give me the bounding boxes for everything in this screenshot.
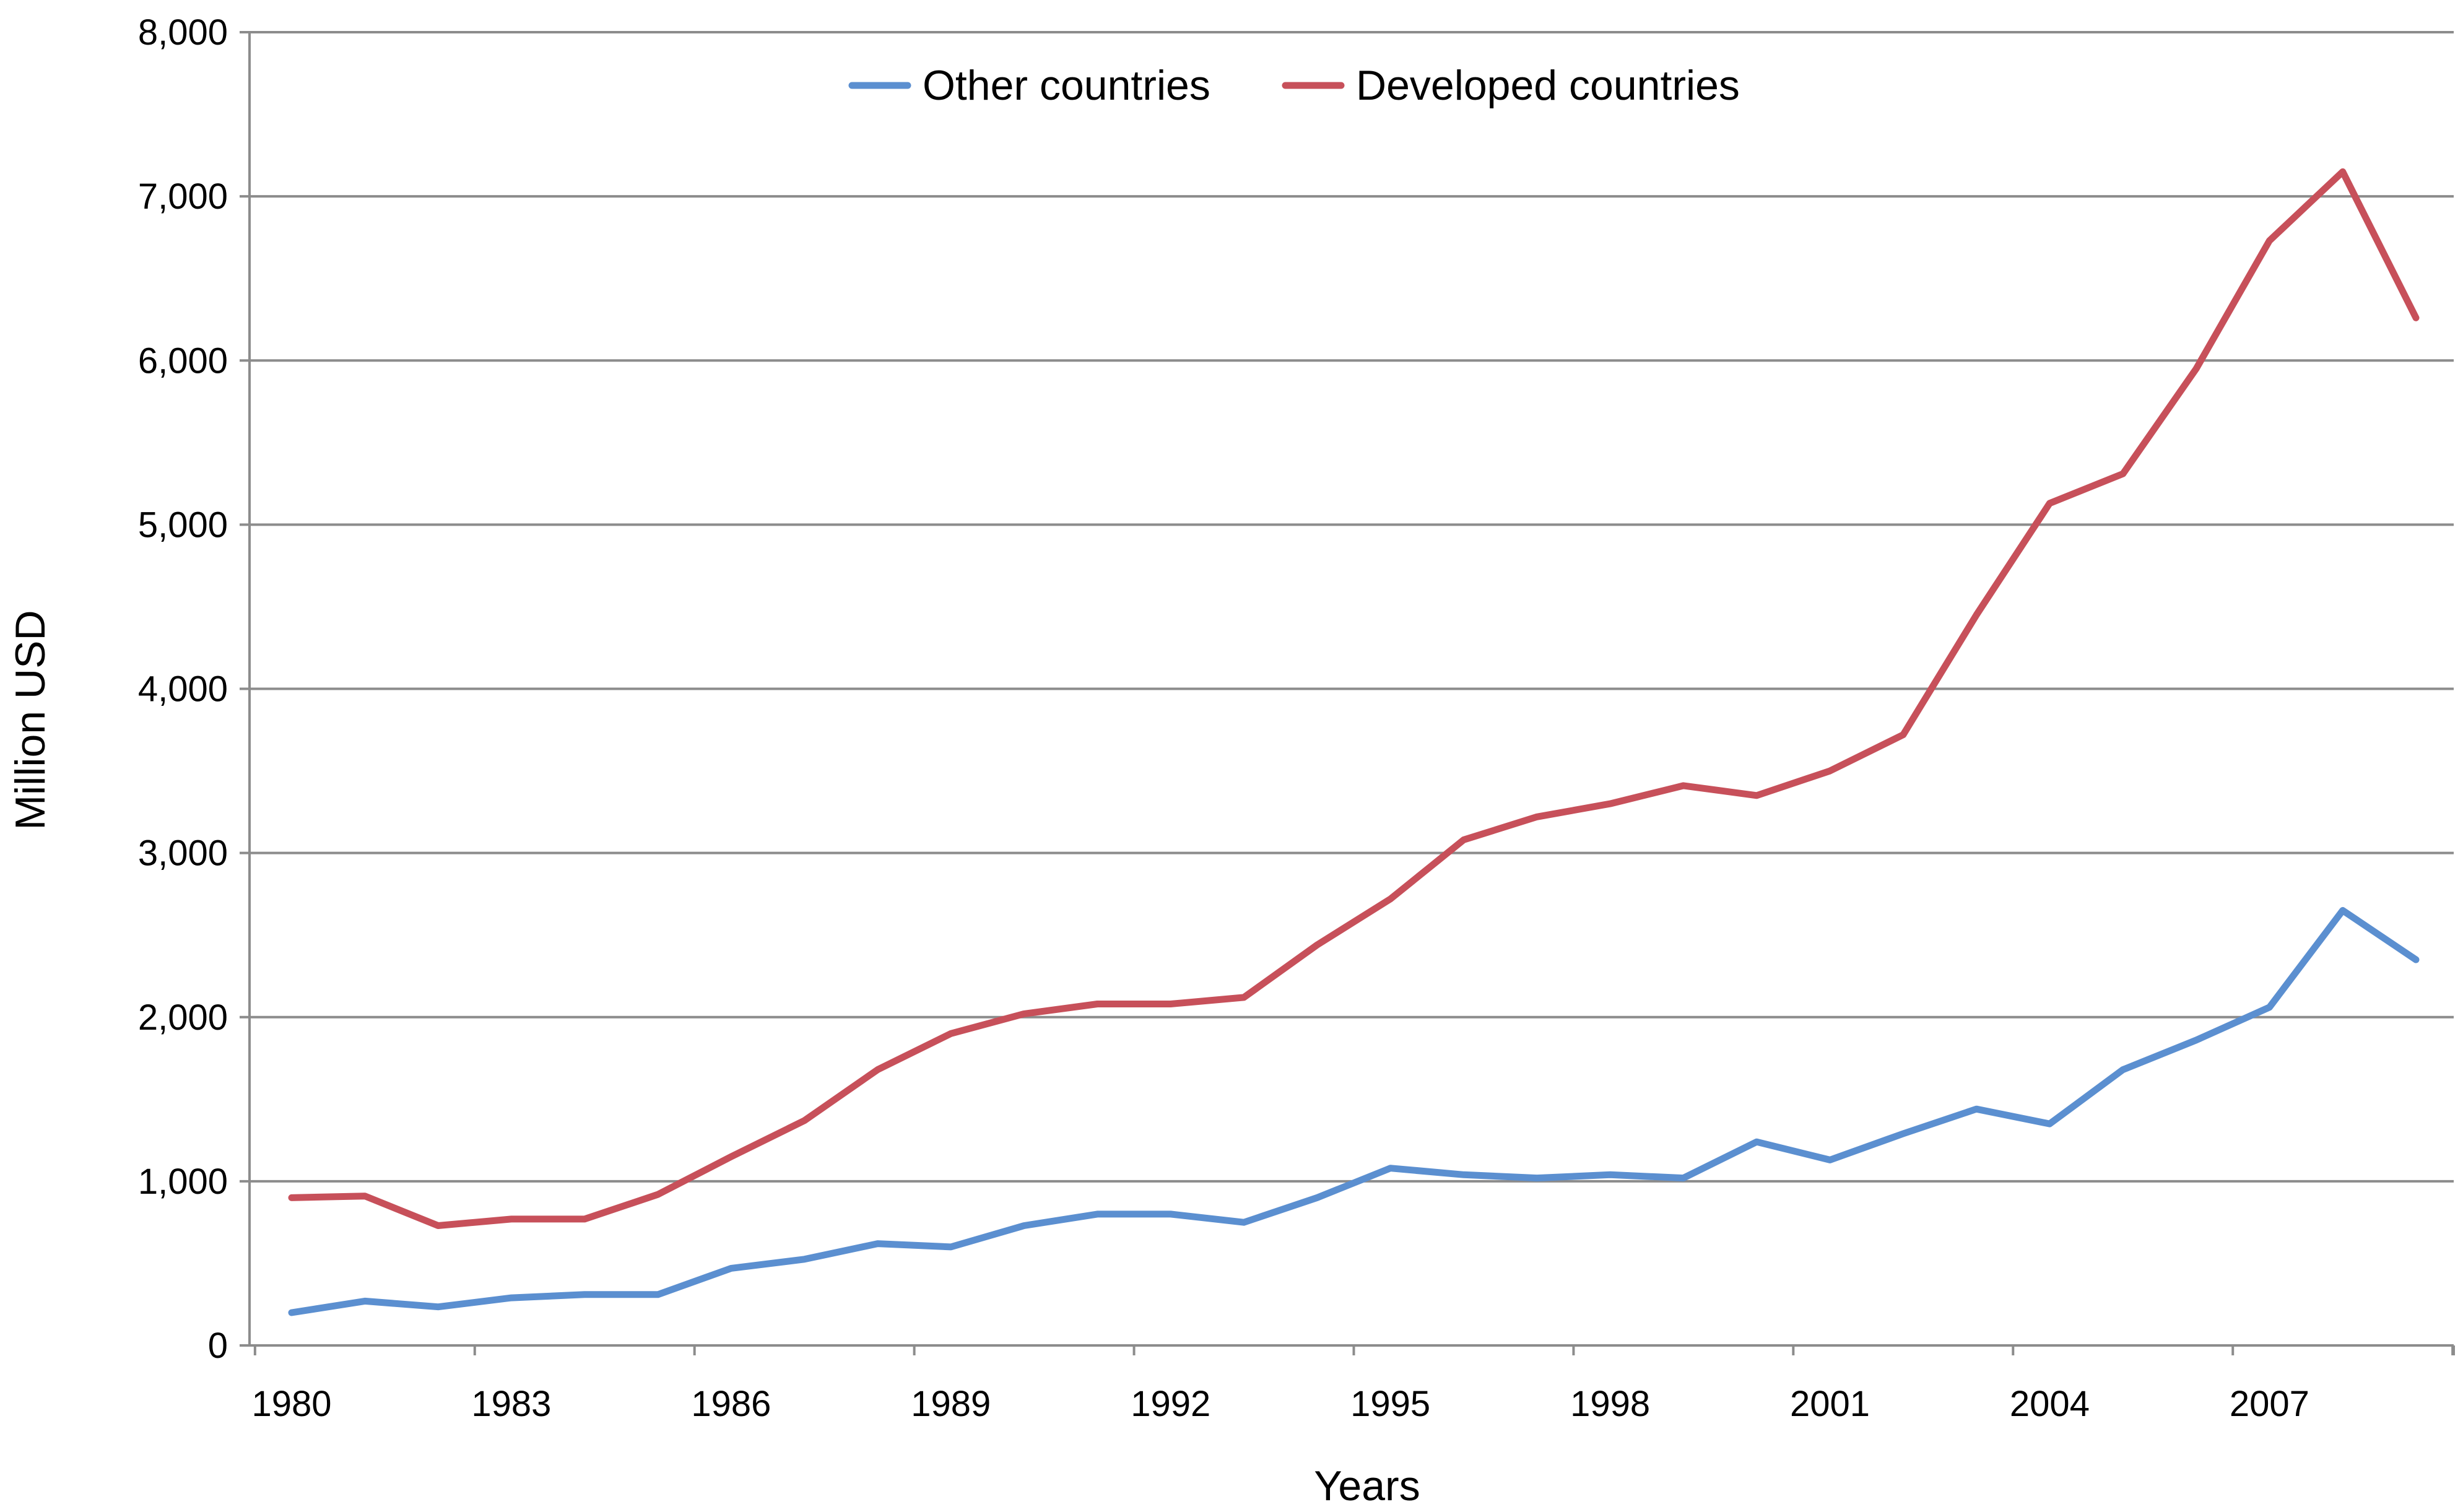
x-tick-label-2004: 2004	[2010, 1384, 2090, 1424]
axes	[240, 31, 2455, 1355]
y-tick-label-2000: 2,000	[138, 997, 228, 1038]
y-tick-label-5000: 5,000	[138, 505, 228, 545]
x-tick-label-1992: 1992	[1131, 1384, 1210, 1424]
legend: Other countries Developed countries	[848, 62, 1740, 109]
legend-label-other-countries: Other countries	[923, 62, 1210, 109]
x-tick-label-1998: 1998	[1570, 1384, 1650, 1424]
y-tick-label-6000: 6,000	[138, 341, 228, 381]
gridlines	[250, 31, 2454, 1183]
x-tick-label-1995: 1995	[1350, 1384, 1430, 1424]
y-tick-label-8000: 8,000	[138, 12, 228, 53]
x-tick-label-2001: 2001	[1790, 1384, 1870, 1424]
y-tick-label-3000: 3,000	[138, 833, 228, 874]
x-tick-label-1983: 1983	[471, 1384, 551, 1424]
x-tick-label-1980: 1980	[251, 1384, 331, 1424]
series-line-developed-countries	[288, 168, 2420, 1229]
y-axis-title: Million USD	[7, 610, 54, 830]
y-tick-labels: 0 1,000 2,000 3,000 4,000 5,000 6,000 7,000 8,00…	[138, 12, 228, 1366]
legend-label-developed-countries: Developed countries	[1356, 62, 1740, 109]
series	[288, 168, 2420, 1316]
y-tick-label-7000: 7,000	[138, 176, 228, 217]
y-tick-label-0: 0	[208, 1326, 228, 1366]
y-tick-label-1000: 1,000	[138, 1162, 228, 1202]
x-tick-labels: 1980 1983 1986 1989 1992 1995 1998 2001 2004 2007	[251, 1384, 2309, 1424]
y-tick-label-4000: 4,000	[138, 669, 228, 710]
x-tick-label-1986: 1986	[691, 1384, 771, 1424]
x-tick-label-2007: 2007	[2230, 1384, 2309, 1424]
x-axis-title: Years	[1314, 1462, 1420, 1510]
series-line-other-countries	[288, 906, 2420, 1316]
x-tick-label-1989: 1989	[911, 1384, 991, 1424]
